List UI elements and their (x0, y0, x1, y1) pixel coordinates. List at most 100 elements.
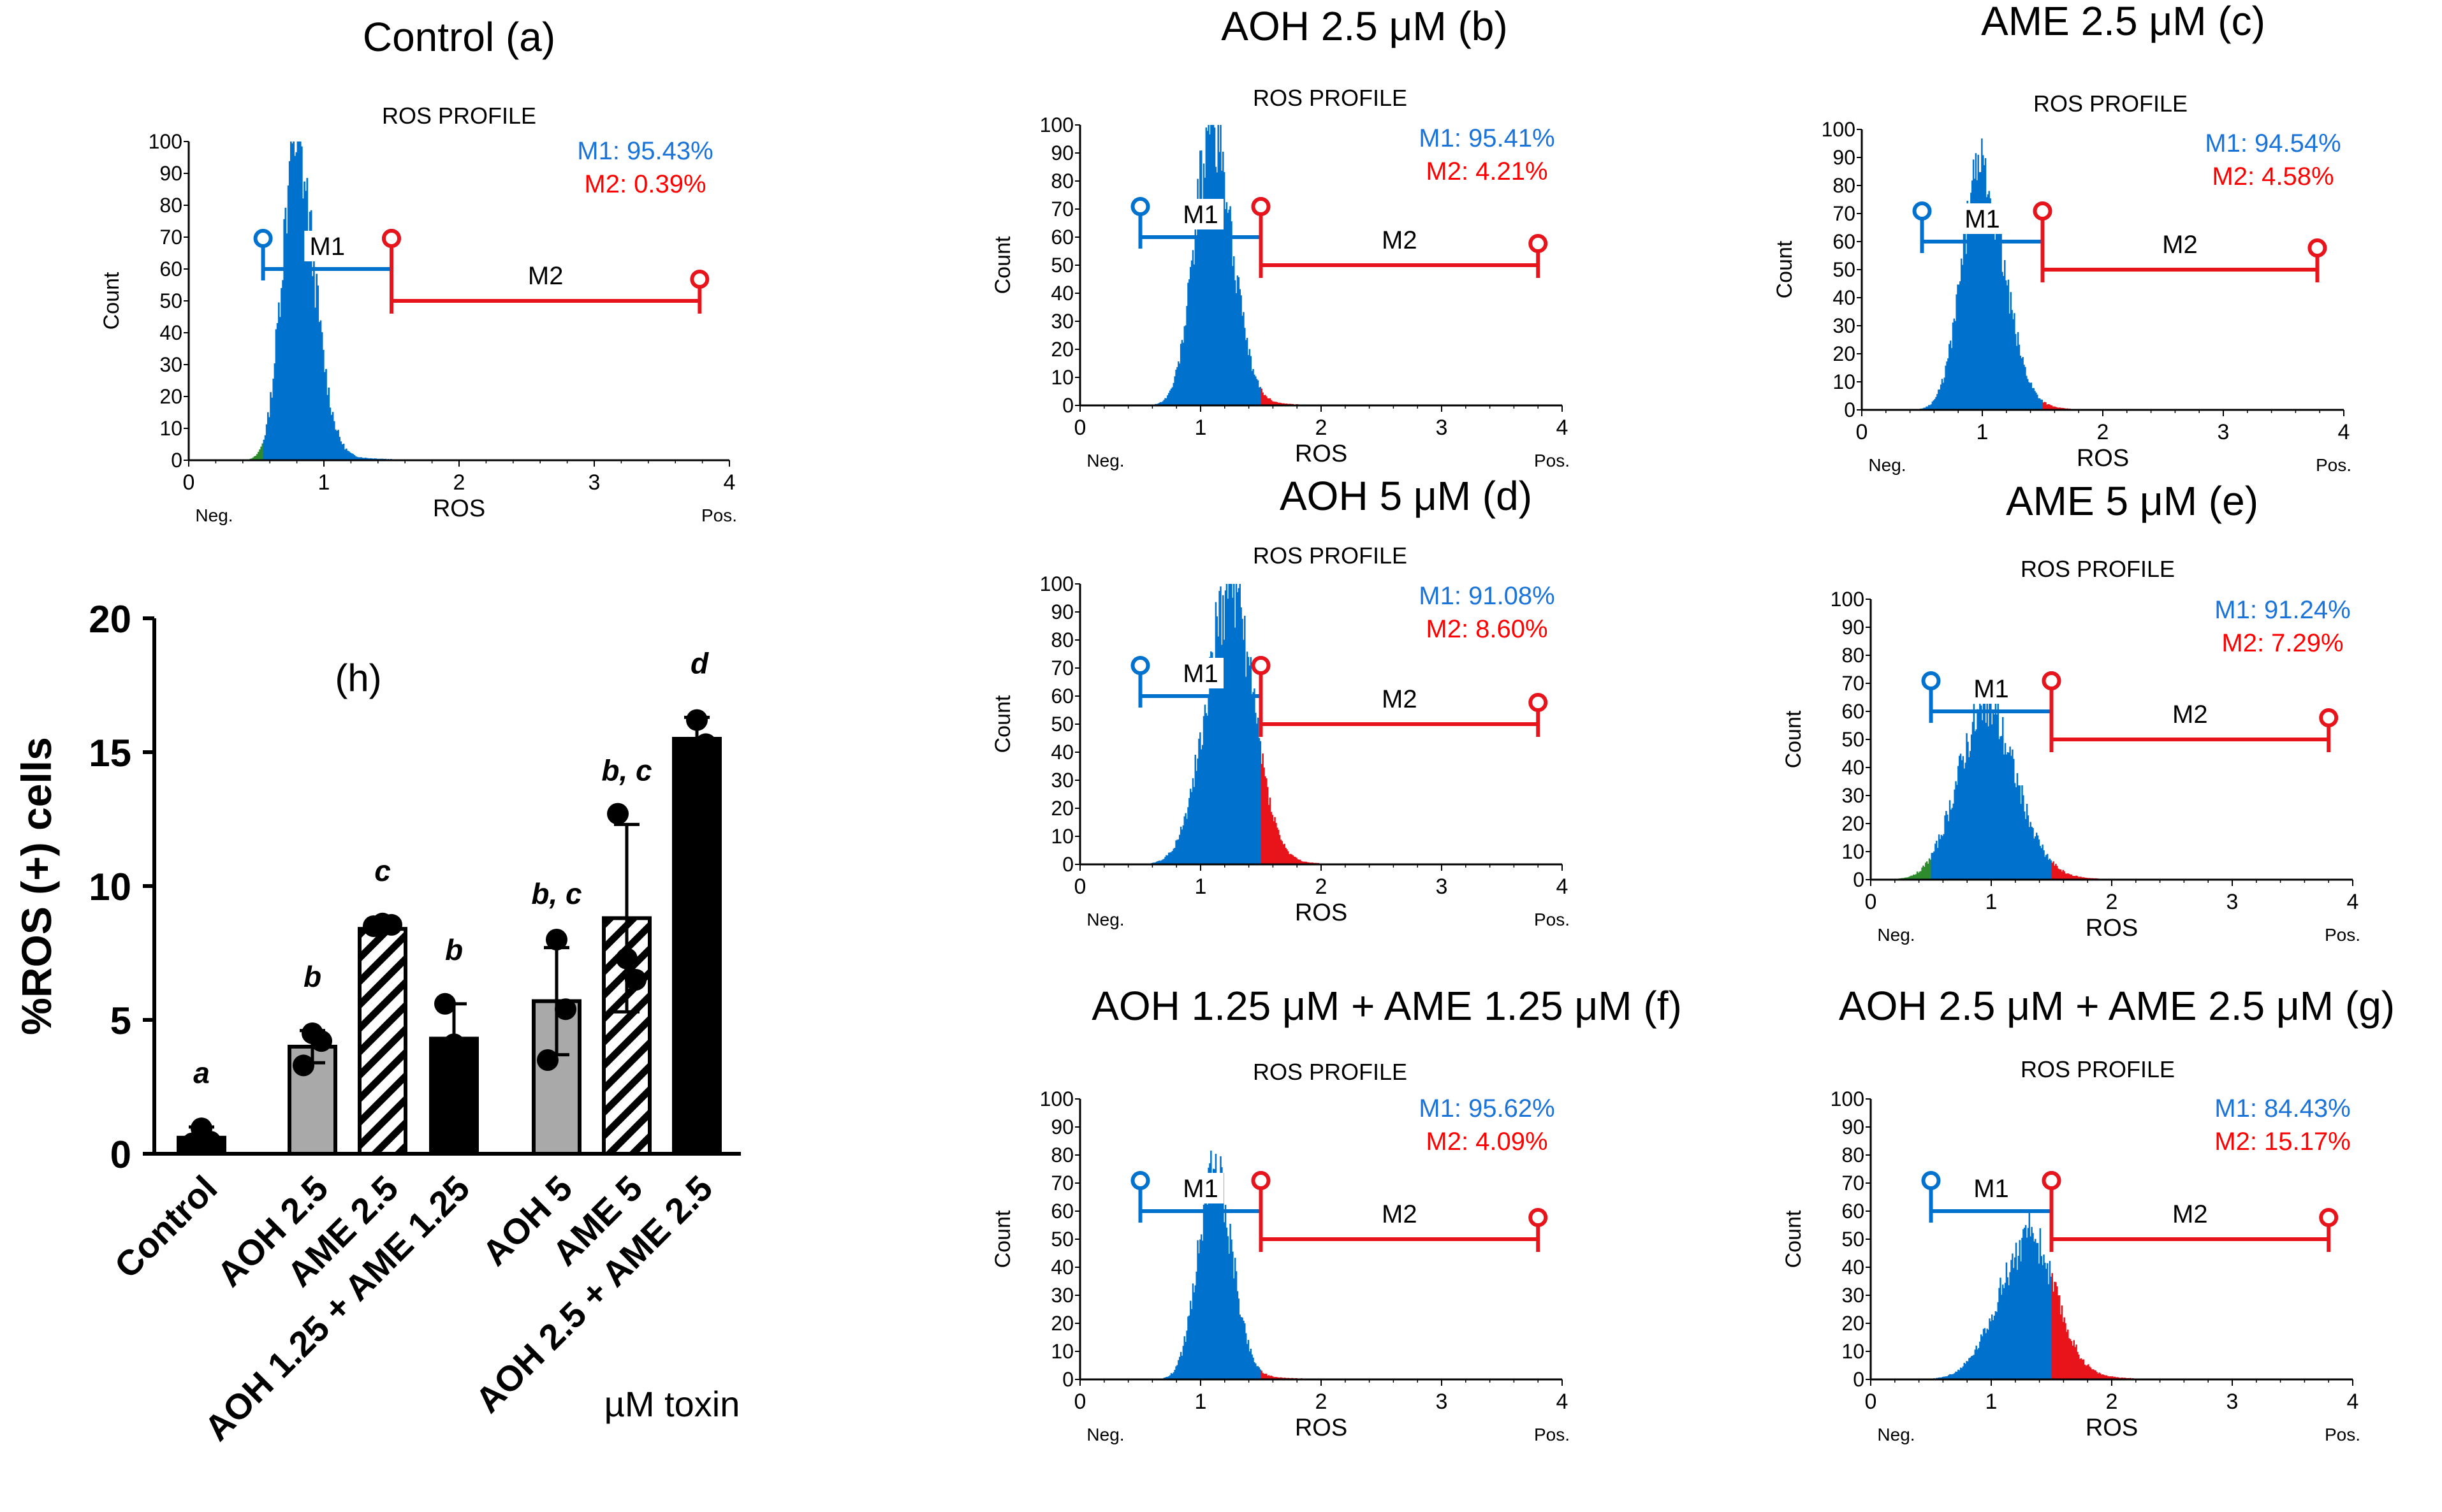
histogram-bin (1257, 380, 1259, 405)
histogram-bin (1287, 851, 1289, 864)
x-axis-label: ROS (2086, 915, 2138, 941)
histogram-bin (1303, 861, 1305, 864)
histogram-bin (1998, 217, 2000, 410)
histogram-bin (1277, 829, 1280, 864)
histogram-bin (1223, 171, 1225, 405)
histogram-bin (332, 412, 334, 460)
gate-m1-start-handle (1130, 1171, 1150, 1190)
histogram-bin (2033, 1241, 2035, 1379)
histogram-bin (1994, 702, 1997, 880)
gate-m2-end-handle (2319, 1208, 2339, 1227)
y-tick-label: 0 (1853, 1368, 1864, 1391)
histogram-bin (2002, 716, 2004, 880)
histogram-bin (2029, 382, 2031, 410)
histogram-bin (1212, 1168, 1215, 1379)
histogram-bin (1255, 376, 1257, 405)
histogram-bin (1271, 815, 1273, 864)
histogram-bin (1158, 402, 1160, 405)
histogram-bin (2041, 399, 2044, 410)
histogram-bin (1966, 733, 1968, 880)
histogram-bin (1210, 651, 1212, 864)
histogram-bin (1910, 875, 1912, 880)
histogram-bin (1266, 1374, 1268, 1379)
y-tick-label: 40 (159, 321, 182, 344)
histogram-bin (303, 181, 305, 460)
significance-letter-3: b (445, 933, 463, 966)
histogram-bin (2043, 1254, 2045, 1379)
histogram-bin (1209, 1163, 1211, 1379)
histogram-bin (1275, 822, 1277, 864)
histogram-bin (1951, 808, 1954, 880)
m2-percentage: M2: 4.21% (1426, 157, 1547, 185)
histogram-bin (1991, 724, 1993, 880)
gate-m2-start-handle (1251, 197, 1271, 216)
histogram-bin (2030, 382, 2033, 410)
histogram-bin (1189, 789, 1192, 864)
x-tick-label: 1 (1977, 420, 1989, 444)
histogram-bin (2029, 1236, 2031, 1379)
histogram-bin (1209, 657, 1211, 864)
x-tick-label: 0 (1074, 875, 1086, 899)
y-tick-label: 0 (1844, 398, 1855, 421)
gate-m2-name: M2 (528, 262, 564, 290)
histogram-bin (1961, 1368, 1963, 1379)
histogram-bin (2024, 367, 2026, 410)
histogram-bin (1213, 1169, 1216, 1379)
histogram-bin (1924, 407, 1926, 410)
histogram-bin (1228, 584, 1230, 864)
histogram-bin (2054, 866, 2056, 880)
histogram-bin (2112, 1377, 2115, 1379)
histogram-bin (355, 456, 357, 460)
histogram-bin (2055, 864, 2057, 880)
histogram-bin (2036, 1243, 2039, 1379)
histogram-bin (1188, 1315, 1190, 1379)
gate-m1-label-bg (1178, 658, 1224, 688)
gate-m1-label-bg (1959, 203, 2005, 234)
histogram-panel-b: AOH 2.5 μM (b)ROS PROFILE010203040506070… (991, 3, 1570, 470)
histogram-bin (367, 458, 369, 460)
histogram-bin (1970, 734, 1973, 880)
histogram-bin (263, 439, 265, 460)
histogram-bin (1243, 312, 1245, 405)
y-tick-label: 10 (1051, 366, 1074, 389)
histogram-bin (1952, 1374, 1955, 1379)
histogram-bin (1301, 861, 1304, 864)
histogram-bin (1259, 741, 1262, 864)
histogram-bin (2038, 1263, 2040, 1379)
histogram-bin (2074, 876, 2076, 880)
histogram-bin (1285, 848, 1287, 864)
histogram-bin (1950, 1374, 1952, 1379)
y-axis-label: %ROS (+) cells (13, 737, 60, 1035)
histogram-bin (290, 142, 292, 460)
y-tick-label: 10 (89, 866, 131, 908)
histogram-bin (2081, 877, 2084, 880)
histogram-bin (283, 219, 286, 460)
x-tick-label: 3 (589, 470, 601, 495)
histogram-bin (1186, 818, 1188, 864)
histogram-bin (1921, 867, 1923, 880)
histogram-bin (1282, 844, 1285, 864)
gate-m1-start-handle (1921, 1171, 1941, 1190)
histogram-bin (1195, 1271, 1197, 1379)
histogram-bin (2052, 861, 2054, 880)
data-point-3-1 (443, 1033, 465, 1056)
histogram-bin (309, 212, 311, 460)
pos-label: Pos. (701, 505, 737, 525)
histogram-bin (2027, 1228, 2029, 1379)
histogram-bin (1240, 295, 1242, 405)
y-tick-label: 10 (1841, 840, 1864, 863)
y-tick-label: 80 (1841, 1144, 1864, 1167)
x-tick-label: 1 (1985, 1390, 1998, 1414)
histogram-bin (1270, 400, 1273, 405)
histogram-bin (1936, 848, 1939, 880)
histogram-bin (2079, 1358, 2081, 1379)
histogram-bin (1215, 602, 1217, 864)
gate-m1-name: M1 (1973, 675, 2009, 703)
histogram-bin (1236, 1291, 1239, 1379)
histogram-bin (1947, 821, 1950, 880)
histogram-bin (1916, 871, 1919, 880)
x-axis-label: ROS (2086, 1414, 2138, 1441)
histogram-bin (1259, 1369, 1262, 1379)
histogram-bin (2042, 1265, 2044, 1379)
histogram-bin (1221, 644, 1223, 864)
